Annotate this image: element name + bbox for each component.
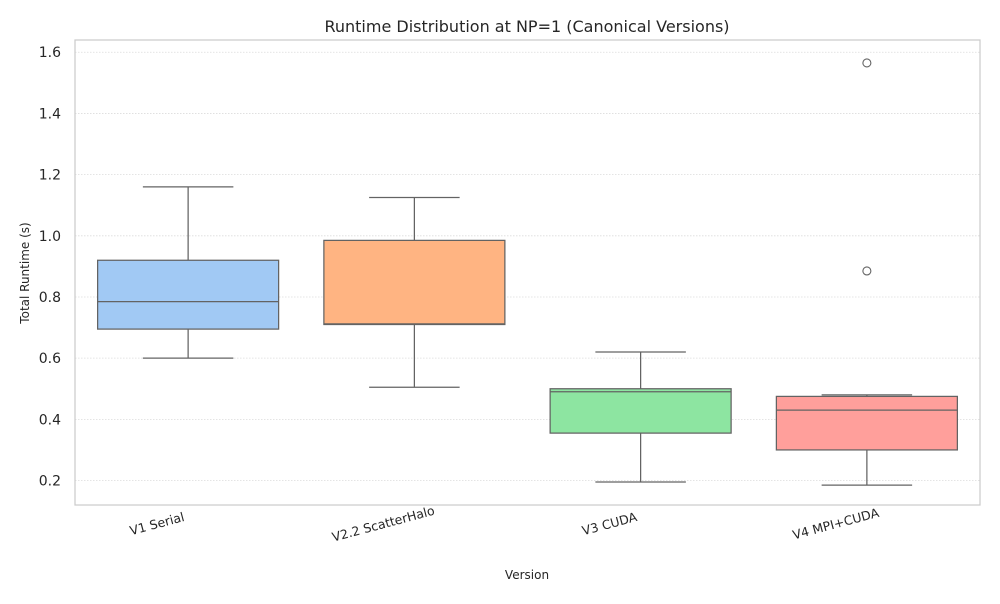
plot-area: 0.2 0.4 0.6 0.8 1.0 1.2 1.4 1.6 V1 Serial V2.2 Sc… — [39, 39, 981, 545]
y-tick-label: 0.4 — [39, 412, 61, 428]
box-group — [775, 58, 958, 486]
y-axis-label: Total Runtime (s) — [18, 222, 32, 324]
x-tick-label: V4 MPI+CUDA — [791, 505, 881, 543]
y-tick-label: 0.8 — [39, 290, 61, 306]
chart-title: Runtime Distribution at NP=1 (Canonical … — [324, 17, 729, 36]
x-tick-label: V3 CUDA — [580, 509, 639, 538]
x-tick-label: V1 Serial — [128, 509, 186, 538]
y-tick-label: 1.2 — [39, 168, 61, 184]
y-tick-label: 1.6 — [39, 45, 61, 61]
x-tick-label: V2.2 ScatterHalo — [330, 503, 436, 545]
y-tick-label: 0.6 — [39, 351, 61, 367]
y-tick-label: 1.4 — [39, 106, 61, 122]
box-group — [549, 351, 732, 483]
box-group — [323, 196, 506, 388]
box-iqr — [97, 259, 280, 330]
outlier-point — [862, 58, 872, 68]
plot-frame — [74, 39, 981, 506]
box-iqr — [549, 388, 732, 434]
box-iqr — [775, 395, 958, 451]
y-tick-label: 1.0 — [39, 229, 61, 245]
x-axis-label: Version — [505, 568, 549, 582]
y-tick-label: 0.2 — [39, 474, 61, 490]
box-iqr — [323, 239, 506, 326]
box-group — [97, 186, 280, 359]
outlier-point — [862, 266, 872, 276]
